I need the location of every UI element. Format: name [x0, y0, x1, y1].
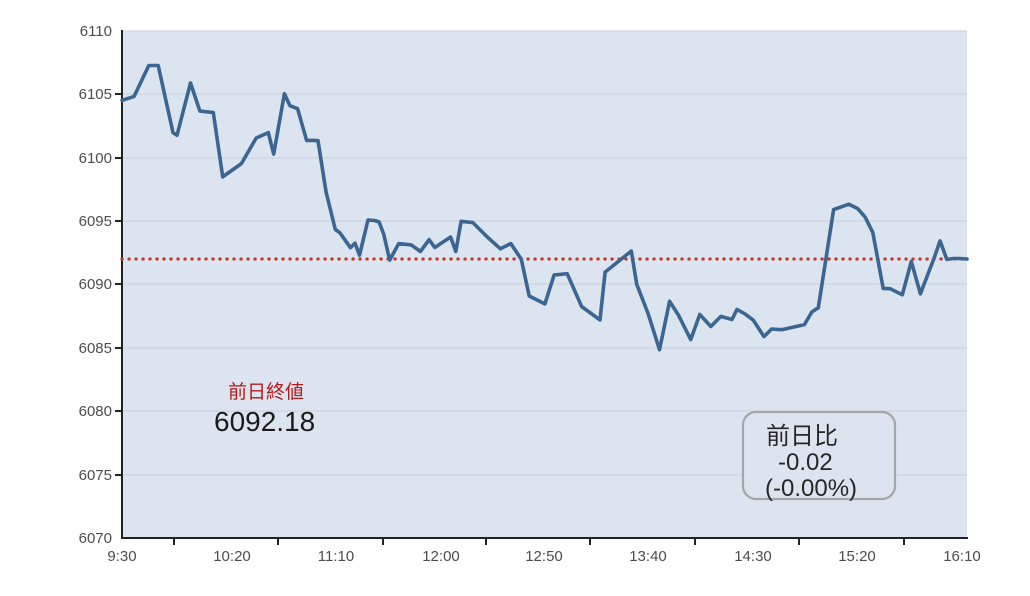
svg-text:11:10: 11:10 — [318, 548, 354, 565]
svg-text:-0.02: -0.02 — [778, 449, 833, 476]
svg-text:6105: 6105 — [79, 86, 112, 103]
svg-text:前日比: 前日比 — [766, 423, 838, 450]
svg-text:6080: 6080 — [79, 403, 112, 420]
svg-text:15:20: 15:20 — [838, 548, 876, 565]
svg-text:13:40: 13:40 — [629, 548, 667, 565]
svg-text:6070: 6070 — [79, 530, 112, 547]
svg-text:10:20: 10:20 — [213, 548, 251, 565]
svg-text:6110: 6110 — [80, 23, 112, 40]
svg-text:前日終値: 前日終値 — [228, 381, 304, 403]
svg-text:6095: 6095 — [79, 213, 112, 230]
svg-text:6075: 6075 — [79, 467, 112, 484]
svg-text:12:00: 12:00 — [422, 548, 460, 565]
svg-text:9:30: 9:30 — [107, 548, 136, 565]
svg-text:14:30: 14:30 — [734, 548, 772, 565]
svg-text:16:10: 16:10 — [943, 548, 981, 565]
svg-text:6092.18: 6092.18 — [214, 406, 315, 437]
svg-text:6100: 6100 — [79, 150, 112, 167]
svg-text:6085: 6085 — [79, 340, 112, 357]
svg-text:6090: 6090 — [79, 276, 112, 293]
svg-text:(-0.00%): (-0.00%) — [765, 475, 857, 502]
svg-text:12:50: 12:50 — [525, 548, 563, 565]
